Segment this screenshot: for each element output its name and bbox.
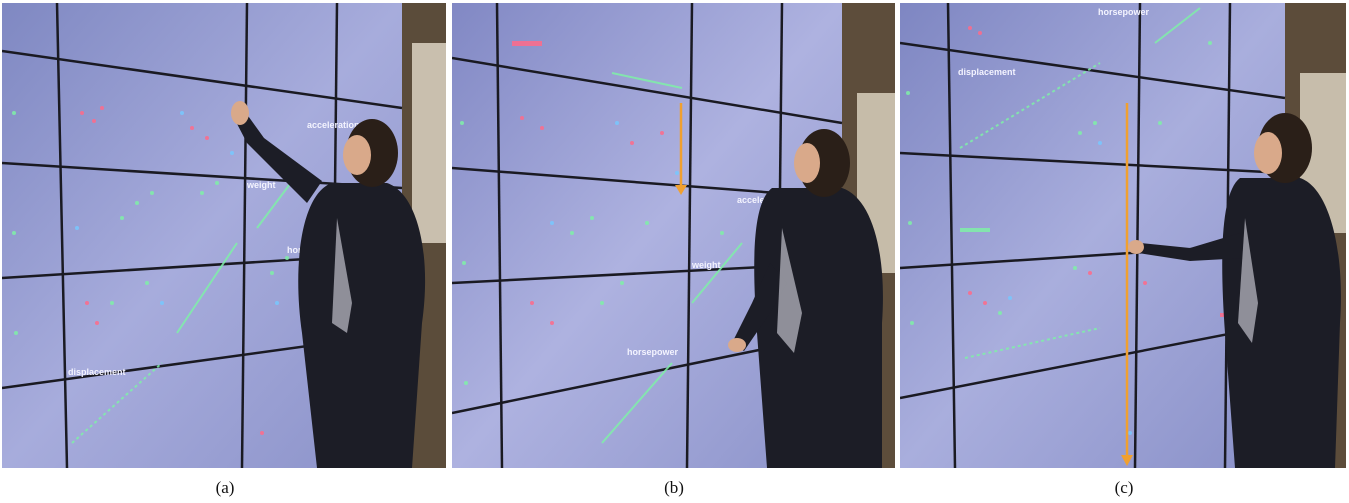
wall-photo-a: displacement horsepower weight accelerat…	[2, 3, 446, 468]
photo-panel-b: horsepower weight acceleration	[452, 3, 895, 468]
wall-photo-c: displacement horsepower	[900, 3, 1346, 468]
photo-panel-c: displacement horsepower	[900, 3, 1346, 468]
cell-label-acceleration: acceleration	[307, 120, 360, 130]
bezel-grid	[2, 3, 403, 468]
person-figure	[231, 101, 426, 468]
caption-c: (c)	[1114, 478, 1134, 497]
cell-label-horsepower: horsepower	[627, 347, 679, 357]
swipe-down-arrow	[1121, 103, 1133, 466]
display-wall	[2, 3, 402, 468]
cell-label-displacement: displacement	[68, 367, 126, 377]
person-figure	[1128, 113, 1341, 468]
wall-photo-b: horsepower weight acceleration	[452, 3, 895, 468]
photo-panel-a: displacement horsepower weight accelerat…	[2, 3, 446, 468]
cell-label-displacement: displacement	[958, 67, 1016, 77]
cell-label-weight: weight	[691, 260, 721, 270]
cell-label-weight: weight	[246, 180, 276, 190]
caption-a: (a)	[215, 478, 235, 497]
cell-label-horsepower: horsepower	[1098, 7, 1150, 17]
scatterplot-matrix	[12, 106, 303, 444]
caption-b: (b)	[664, 478, 684, 497]
person-figure	[728, 129, 883, 468]
scatterplot-matrix	[460, 41, 743, 444]
swipe-down-arrow	[675, 103, 687, 195]
